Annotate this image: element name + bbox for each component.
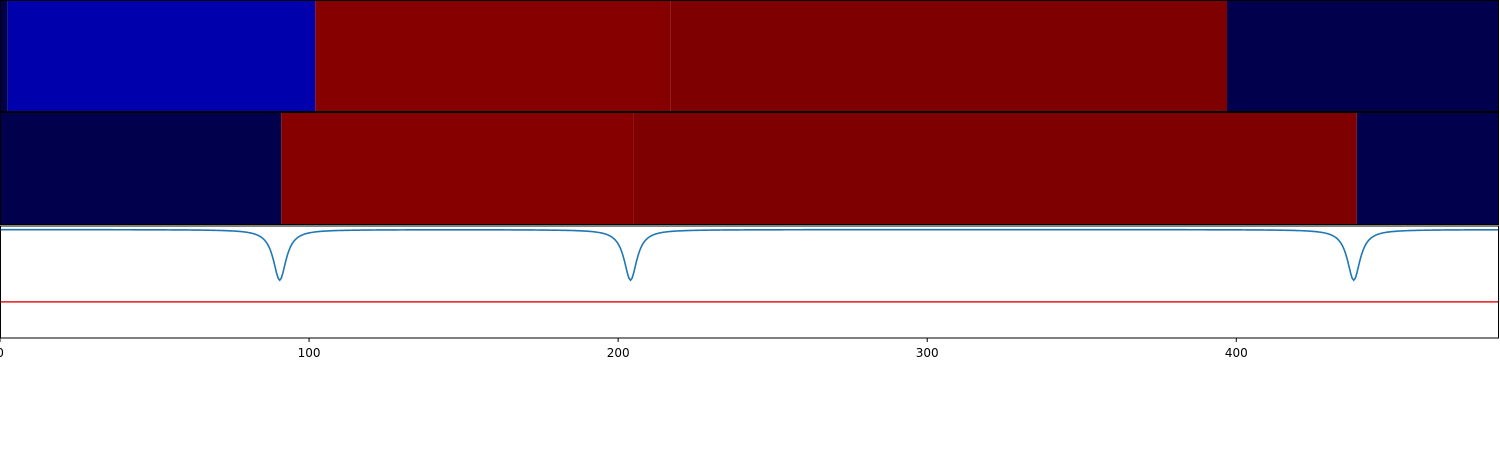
heatmap-row-1 — [0, 0, 1499, 112]
heatmap-cell-r1-5 — [1227, 1, 1499, 112]
heatmap-cell-r2-4 — [1356, 113, 1499, 225]
heatmap-cell-r2-3 — [633, 113, 1357, 225]
x-axis: 0 100 200 300 400 — [0, 338, 1248, 360]
x-tick-label-100: 100 — [298, 346, 321, 360]
x-tick-label-200: 200 — [607, 346, 630, 360]
line-panel-frame — [0, 225, 1499, 339]
x-tick-label-0: 0 — [0, 346, 4, 360]
heatmap-cell-r1-3 — [315, 1, 671, 112]
series-line — [0, 228, 1499, 282]
x-tick-label-400: 400 — [1225, 346, 1248, 360]
heatmap-cell-r2-1 — [0, 113, 282, 225]
heatmap-row-2 — [0, 112, 1499, 225]
heatmap-frame-2 — [0, 112, 1499, 225]
line-panel — [0, 225, 1499, 339]
x-tick-label-300: 300 — [916, 346, 939, 360]
heatmap-cell-r1-2 — [7, 1, 316, 112]
heatmap-frame-1 — [0, 0, 1499, 112]
heatmap-cell-r1-1 — [0, 1, 8, 112]
heatmap-cell-r1-4 — [670, 1, 1228, 112]
heatmap-cell-r2-2 — [281, 113, 634, 225]
